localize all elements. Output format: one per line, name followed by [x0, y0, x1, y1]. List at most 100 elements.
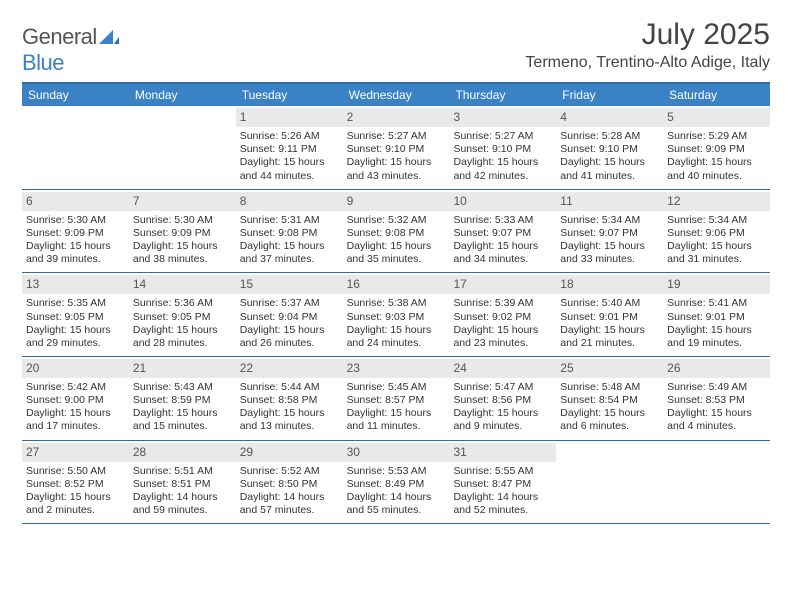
sunrise-text: Sunrise: 5:36 AM	[133, 297, 232, 310]
sunrise-text: Sunrise: 5:38 AM	[347, 297, 446, 310]
day-cell: 6Sunrise: 5:30 AMSunset: 9:09 PMDaylight…	[22, 190, 129, 273]
day-number: 22	[240, 361, 253, 375]
week-row: 1Sunrise: 5:26 AMSunset: 9:11 PMDaylight…	[22, 106, 770, 190]
day-number-bar: 30	[343, 443, 450, 462]
daylight-text: Daylight: 15 hours and 2 minutes.	[26, 491, 125, 517]
daylight-text: Daylight: 15 hours and 38 minutes.	[133, 240, 232, 266]
day-cell: 21Sunrise: 5:43 AMSunset: 8:59 PMDayligh…	[129, 357, 236, 440]
sunrise-text: Sunrise: 5:41 AM	[667, 297, 766, 310]
day-cell: 10Sunrise: 5:33 AMSunset: 9:07 PMDayligh…	[449, 190, 556, 273]
day-number-bar: 16	[343, 275, 450, 294]
sunset-text: Sunset: 9:07 PM	[560, 227, 659, 240]
daylight-text: Daylight: 14 hours and 57 minutes.	[240, 491, 339, 517]
day-cell: 20Sunrise: 5:42 AMSunset: 9:00 PMDayligh…	[22, 357, 129, 440]
day-cell: 11Sunrise: 5:34 AMSunset: 9:07 PMDayligh…	[556, 190, 663, 273]
day-number-bar: 23	[343, 359, 450, 378]
day-number-bar: 2	[343, 108, 450, 127]
day-number: 24	[453, 361, 466, 375]
day-number: 20	[26, 361, 39, 375]
week-row: 20Sunrise: 5:42 AMSunset: 9:00 PMDayligh…	[22, 357, 770, 441]
day-number: 17	[453, 277, 466, 291]
logo-text-gray: General	[22, 24, 97, 49]
sunrise-text: Sunrise: 5:48 AM	[560, 381, 659, 394]
sunset-text: Sunset: 8:53 PM	[667, 394, 766, 407]
sunrise-text: Sunrise: 5:47 AM	[453, 381, 552, 394]
sunrise-text: Sunrise: 5:40 AM	[560, 297, 659, 310]
sunset-text: Sunset: 9:09 PM	[667, 143, 766, 156]
sunset-text: Sunset: 9:10 PM	[347, 143, 446, 156]
day-number: 12	[667, 194, 680, 208]
sunrise-text: Sunrise: 5:44 AM	[240, 381, 339, 394]
sunrise-text: Sunrise: 5:49 AM	[667, 381, 766, 394]
sunset-text: Sunset: 9:09 PM	[133, 227, 232, 240]
day-number: 29	[240, 445, 253, 459]
day-number: 5	[667, 110, 674, 124]
day-number-bar: 20	[22, 359, 129, 378]
daylight-text: Daylight: 15 hours and 29 minutes.	[26, 324, 125, 350]
day-number: 26	[667, 361, 680, 375]
sunrise-text: Sunrise: 5:52 AM	[240, 465, 339, 478]
day-cell: 12Sunrise: 5:34 AMSunset: 9:06 PMDayligh…	[663, 190, 770, 273]
day-cell: 13 Sunrise: 5:35 AMSunset: 9:05 PMDayligh…	[22, 273, 129, 356]
day-header: Tuesday	[236, 84, 343, 106]
sunset-text: Sunset: 9:09 PM	[26, 227, 125, 240]
sunrise-text: Sunrise: 5:34 AM	[667, 214, 766, 227]
day-number-bar: 6	[22, 192, 129, 211]
day-number-bar: 7	[129, 192, 236, 211]
daylight-text: Daylight: 15 hours and 40 minutes.	[667, 156, 766, 182]
day-number-bar: 19	[663, 275, 770, 294]
calendar: SundayMondayTuesdayWednesdayThursdayFrid…	[22, 82, 770, 524]
day-number-bar: 25	[556, 359, 663, 378]
sunset-text: Sunset: 9:05 PM	[133, 311, 232, 324]
sunset-text: Sunset: 9:05 PM	[26, 311, 125, 324]
day-header: Saturday	[663, 84, 770, 106]
sunrise-text: Sunrise: 5:37 AM	[240, 297, 339, 310]
day-cell: 29 Sunrise: 5:52 AMSunset: 8:50 PMDayligh…	[236, 441, 343, 524]
day-number-bar: 13	[22, 275, 129, 294]
sunrise-text: Sunrise: 5:34 AM	[560, 214, 659, 227]
logo-text: GeneralBlue	[22, 24, 119, 76]
day-number: 7	[133, 194, 140, 208]
day-cell: 7Sunrise: 5:30 AMSunset: 9:09 PMDaylight…	[129, 190, 236, 273]
sunrise-text: Sunrise: 5:35 AM	[26, 297, 125, 310]
sunset-text: Sunset: 8:50 PM	[240, 478, 339, 491]
sunset-text: Sunset: 8:51 PM	[133, 478, 232, 491]
day-cell	[663, 441, 770, 524]
day-cell: 16Sunrise: 5:38 AMSunset: 9:03 PMDayligh…	[343, 273, 450, 356]
day-number-bar: 24	[449, 359, 556, 378]
day-number: 1	[240, 110, 247, 124]
sunrise-text: Sunrise: 5:29 AM	[667, 130, 766, 143]
day-cell: 27Sunrise: 5:50 AMSunset: 8:52 PMDayligh…	[22, 441, 129, 524]
day-header: Wednesday	[343, 84, 450, 106]
day-cell: 23Sunrise: 5:45 AMSunset: 8:57 PMDayligh…	[343, 357, 450, 440]
day-number-bar: 28	[129, 443, 236, 462]
day-cell: 25Sunrise: 5:48 AMSunset: 8:54 PMDayligh…	[556, 357, 663, 440]
sunset-text: Sunset: 8:57 PM	[347, 394, 446, 407]
day-number: 23	[347, 361, 360, 375]
day-cell: 15Sunrise: 5:37 AMSunset: 9:04 PMDayligh…	[236, 273, 343, 356]
week-row: 27Sunrise: 5:50 AMSunset: 8:52 PMDayligh…	[22, 441, 770, 525]
sunrise-text: Sunrise: 5:31 AM	[240, 214, 339, 227]
daylight-text: Daylight: 15 hours and 11 minutes.	[347, 407, 446, 433]
day-cell	[22, 106, 129, 189]
day-cell	[556, 441, 663, 524]
day-number: 11	[560, 194, 572, 208]
sunrise-text: Sunrise: 5:33 AM	[453, 214, 552, 227]
day-number: 16	[347, 277, 360, 291]
sunset-text: Sunset: 9:08 PM	[240, 227, 339, 240]
sunset-text: Sunset: 8:52 PM	[26, 478, 125, 491]
day-number-bar: 12	[663, 192, 770, 211]
day-number-bar: 22	[236, 359, 343, 378]
day-number: 6	[26, 194, 33, 208]
daylight-text: Daylight: 15 hours and 39 minutes.	[26, 240, 125, 266]
day-cell: 9Sunrise: 5:32 AMSunset: 9:08 PMDaylight…	[343, 190, 450, 273]
logo-text-blue: Blue	[22, 50, 64, 75]
day-number-bar: 14	[129, 275, 236, 294]
week-row: 13Sunrise: 5:35 AMSunset: 9:05 PMDayligh…	[22, 273, 770, 357]
day-number: 10	[453, 194, 466, 208]
sunset-text: Sunset: 9:04 PM	[240, 311, 339, 324]
sunrise-text: Sunrise: 5:43 AM	[133, 381, 232, 394]
sunset-text: Sunset: 8:47 PM	[453, 478, 552, 491]
sunrise-text: Sunrise: 5:27 AM	[453, 130, 552, 143]
sunrise-text: Sunrise: 5:39 AM	[453, 297, 552, 310]
